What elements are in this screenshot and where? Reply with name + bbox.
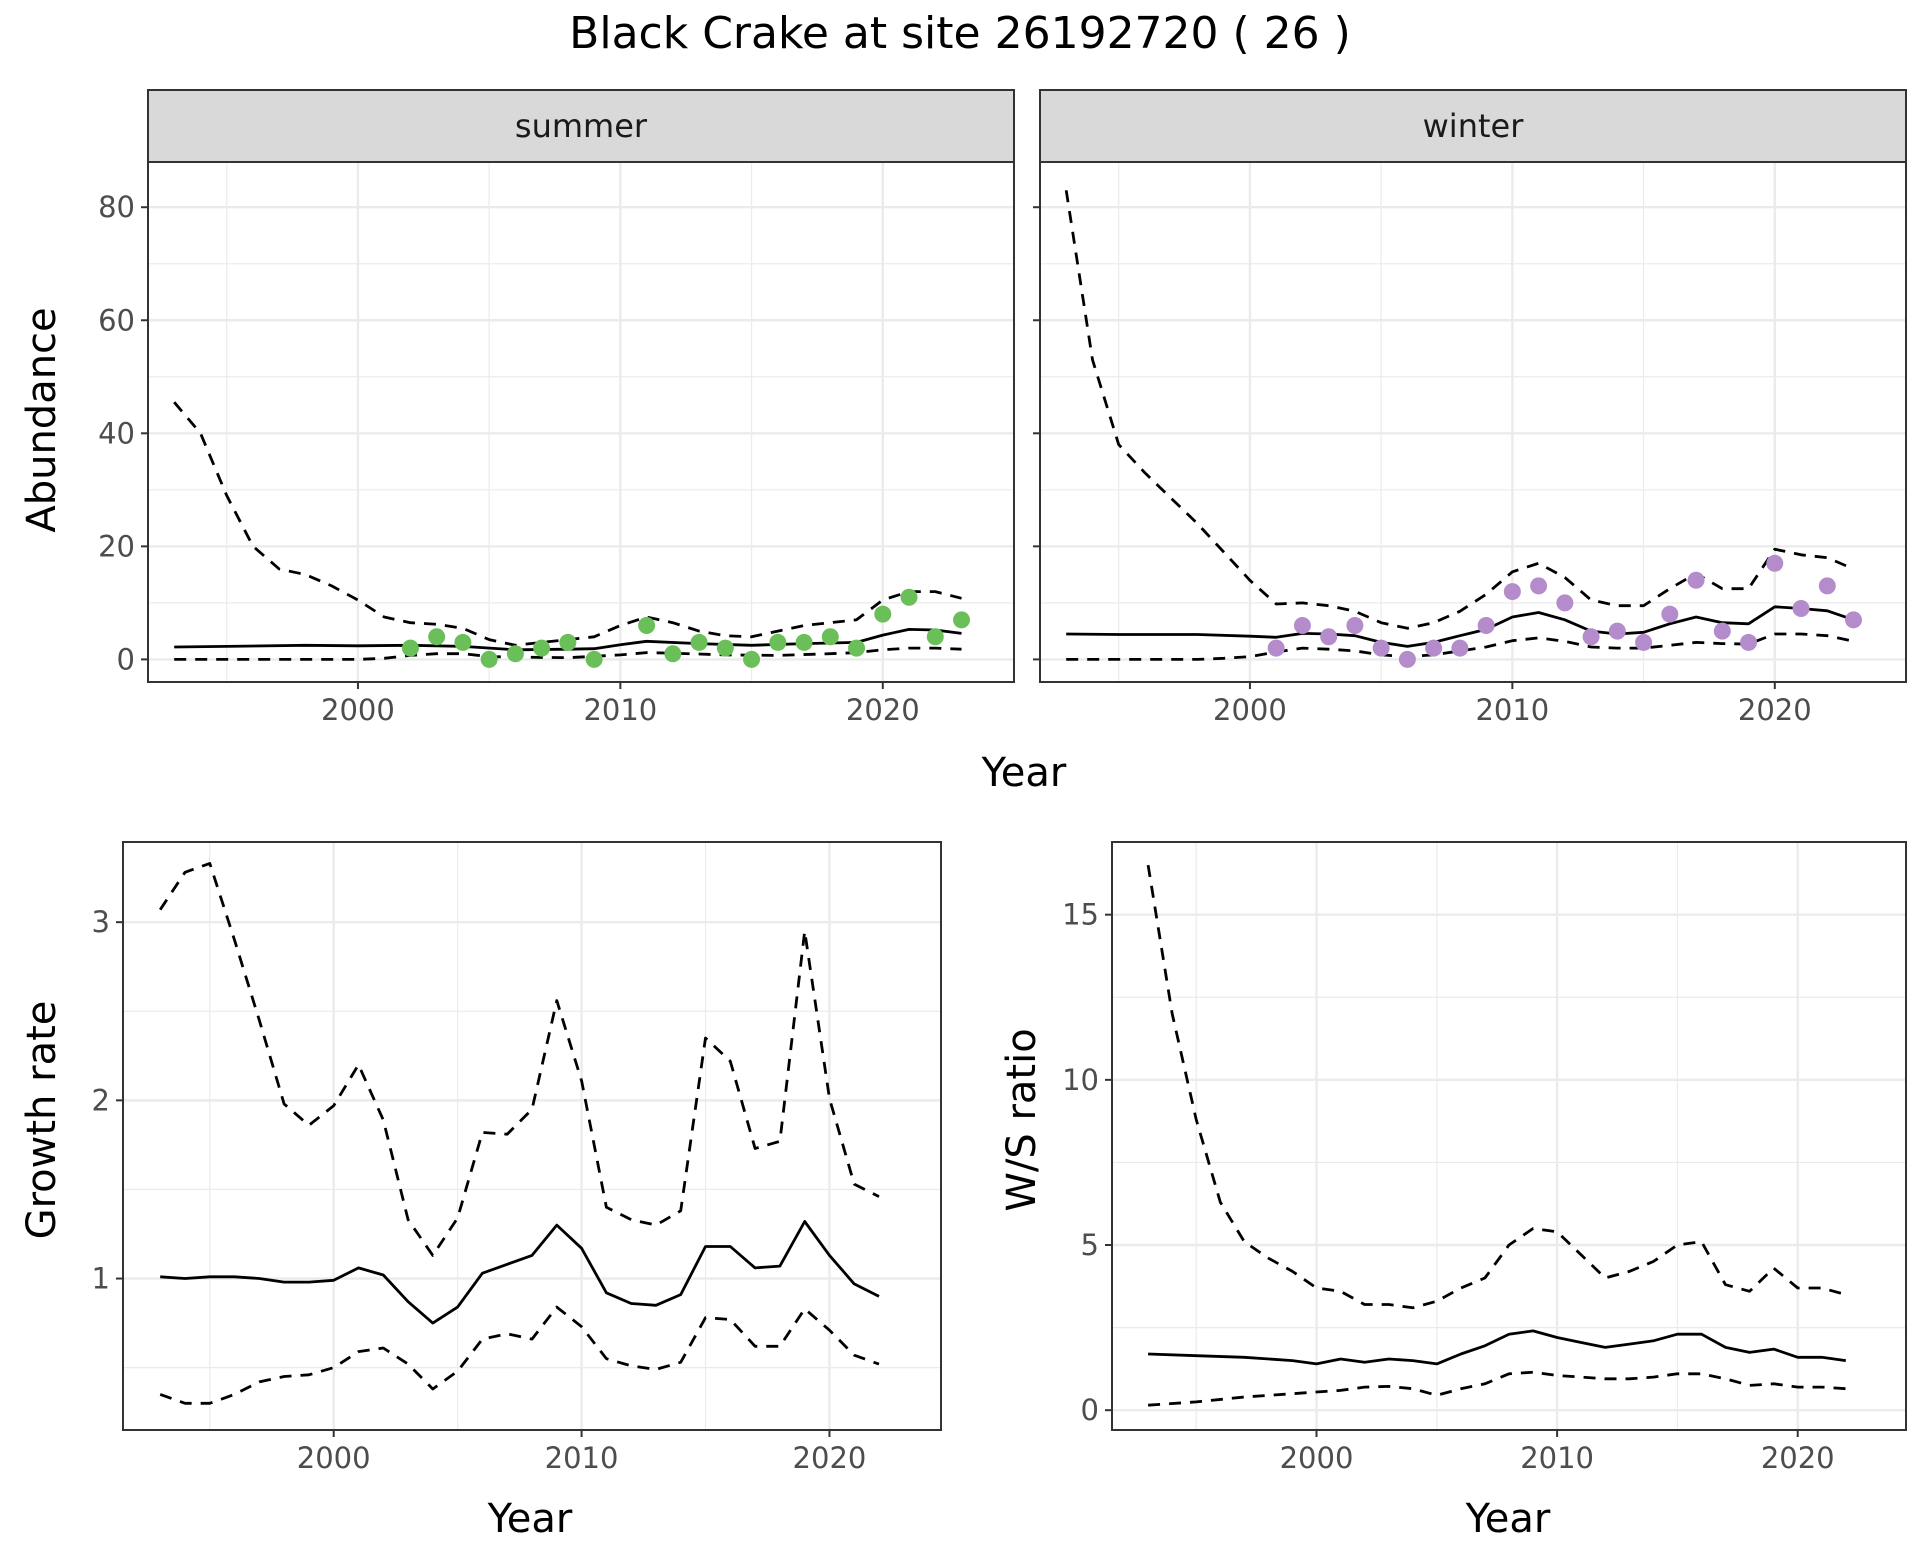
x-tick-label: 2020 (793, 1441, 867, 1475)
data-point (1398, 650, 1416, 668)
data-point (454, 633, 472, 651)
data-point (1477, 616, 1495, 634)
data-point (900, 588, 918, 606)
data-point (1713, 622, 1731, 640)
data-point (874, 605, 892, 623)
growth-rate-panel: 2000 2010 2020 1 2 3 (92, 841, 942, 1475)
x-tick-label: 2020 (1738, 693, 1812, 727)
top-y-axis-title: Abundance (19, 307, 65, 532)
data-point (1635, 633, 1653, 651)
y-tick-label: 80 (98, 190, 135, 224)
data-point (480, 650, 498, 668)
data-point (1818, 577, 1836, 595)
data-point (428, 628, 446, 646)
plot-background (1112, 842, 1906, 1430)
winter-panel: winter 2000 2010 2020 (1033, 89, 1907, 727)
top-x-axis-title: Year (981, 750, 1067, 796)
data-point (506, 645, 524, 663)
facet-strip (1039, 89, 1907, 163)
summer-panel: summer 2000 2010 2020 0 20 40 60 80 (98, 89, 1015, 727)
data-point (690, 633, 708, 651)
data-point (795, 633, 813, 651)
data-point (769, 633, 787, 651)
x-tick-label: 2020 (846, 693, 920, 727)
growth-x-axis-title: Year (487, 1496, 573, 1542)
data-point (1503, 583, 1521, 601)
data-point (1661, 605, 1679, 623)
data-point (1845, 611, 1863, 629)
data-point (821, 628, 839, 646)
y-tick-label: 0 (1081, 1393, 1099, 1427)
y-tick-label: 3 (92, 905, 110, 939)
data-point (743, 650, 761, 668)
plot-background (123, 842, 941, 1430)
data-point (1451, 639, 1469, 657)
panel-border (1111, 841, 1907, 1431)
plot-background (148, 162, 1014, 682)
data-point (664, 645, 682, 663)
data-point (1582, 628, 1600, 646)
x-tick-label: 2000 (321, 693, 395, 727)
y-tick-label: 15 (1062, 898, 1099, 932)
data-point (638, 616, 656, 634)
y-tick-label: 10 (1062, 1063, 1099, 1097)
estimate-line (160, 1220, 880, 1325)
interval-line (159, 1305, 880, 1405)
data-point (1346, 616, 1364, 634)
data-point (1293, 616, 1311, 634)
x-tick-label: 2010 (545, 1441, 619, 1475)
facet-strip-label: summer (515, 107, 648, 145)
x-tick-label: 2020 (1761, 1441, 1835, 1475)
data-point (585, 650, 603, 668)
data-point (1556, 594, 1574, 612)
x-tick-label: 2000 (1213, 693, 1287, 727)
panel-border (122, 841, 942, 1431)
data-point (1608, 622, 1626, 640)
x-tick-label: 2010 (1475, 693, 1549, 727)
data-point (953, 611, 971, 629)
interval-line (1146, 864, 1847, 1310)
y-tick-label: 40 (98, 416, 135, 450)
data-point (716, 639, 734, 657)
y-tick-label: 20 (98, 529, 135, 563)
estimate-line (1148, 1329, 1846, 1366)
data-point (848, 639, 866, 657)
growth-y-axis-title: Growth rate (19, 1001, 65, 1240)
ws-x-axis-title: Year (1465, 1496, 1551, 1542)
y-tick-label: 0 (117, 642, 135, 676)
data-point (1740, 633, 1758, 651)
facet-strip (147, 89, 1015, 163)
y-tick-label: 1 (92, 1262, 110, 1296)
estimate-line (1066, 605, 1854, 648)
data-point (1792, 600, 1810, 618)
data-point (1425, 639, 1443, 657)
ws-y-axis-title: W/S ratio (999, 1028, 1045, 1211)
x-tick-label: 2010 (1520, 1441, 1594, 1475)
y-tick-label: 60 (98, 303, 135, 337)
data-point (1372, 639, 1390, 657)
x-tick-label: 2000 (1280, 1441, 1354, 1475)
data-point (1766, 554, 1784, 572)
data-point (1267, 639, 1285, 657)
y-tick-label: 5 (1081, 1228, 1099, 1262)
plot-background (1040, 162, 1906, 682)
y-tick-label: 2 (92, 1083, 110, 1117)
data-point (559, 633, 577, 651)
data-point (1530, 577, 1548, 595)
estimate-line (174, 628, 962, 652)
data-point (533, 639, 551, 657)
data-point (926, 628, 944, 646)
data-point (1320, 628, 1338, 646)
x-tick-label: 2000 (297, 1441, 371, 1475)
data-point (401, 639, 419, 657)
interval-line (1064, 190, 1855, 630)
interval-line (1148, 1370, 1846, 1407)
interval-line (1066, 632, 1854, 661)
x-tick-label: 2010 (583, 693, 657, 727)
ws-ratio-panel: 2000 2010 2020 0 5 10 15 (1062, 841, 1907, 1475)
facet-strip-label: winter (1423, 107, 1525, 145)
figure-title: Black Crake at site 26192720 ( 26 ) (569, 8, 1351, 59)
data-point (1687, 571, 1705, 589)
